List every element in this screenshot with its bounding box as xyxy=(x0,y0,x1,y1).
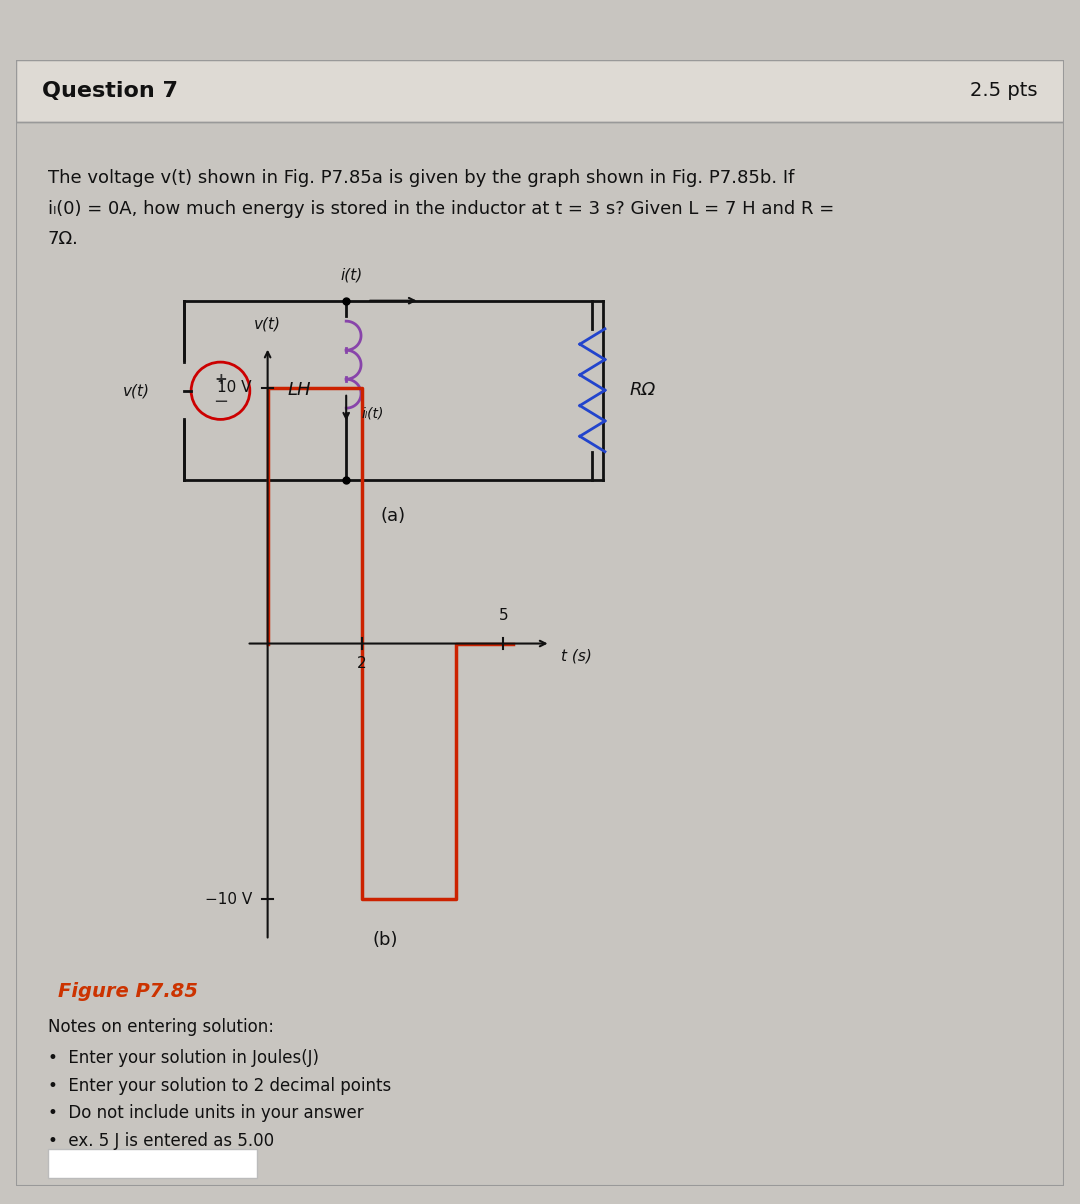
Text: •  Enter your solution in Joules(J): • Enter your solution in Joules(J) xyxy=(48,1049,319,1067)
Text: 2.5 pts: 2.5 pts xyxy=(970,82,1038,100)
Text: 7Ω.: 7Ω. xyxy=(48,230,79,248)
Text: RΩ: RΩ xyxy=(629,382,656,400)
Text: v(t): v(t) xyxy=(254,317,281,331)
Text: i(t): i(t) xyxy=(340,267,363,282)
Text: Figure P7.85: Figure P7.85 xyxy=(58,982,198,1001)
Text: •  Do not include units in your answer: • Do not include units in your answer xyxy=(48,1104,363,1122)
Text: Question 7: Question 7 xyxy=(42,81,178,101)
Text: LH: LH xyxy=(287,382,311,400)
Bar xyxy=(16,60,1064,122)
Text: +: + xyxy=(214,372,227,386)
Text: The voltage v(t) shown in Fig. P7.85a is given by the graph shown in Fig. P7.85b: The voltage v(t) shown in Fig. P7.85a is… xyxy=(48,169,794,187)
Bar xyxy=(48,1149,257,1178)
Text: (b): (b) xyxy=(373,932,399,949)
Text: 5: 5 xyxy=(499,608,509,624)
Text: t (s): t (s) xyxy=(561,649,592,663)
Text: •  ex. 5 J is entered as 5.00: • ex. 5 J is entered as 5.00 xyxy=(48,1132,273,1150)
Text: iₗ(t): iₗ(t) xyxy=(362,406,384,420)
Text: −10 V: −10 V xyxy=(204,892,252,907)
Text: •  Enter your solution to 2 decimal points: • Enter your solution to 2 decimal point… xyxy=(48,1076,391,1094)
Text: v(t): v(t) xyxy=(123,383,150,399)
Text: iₗ(0) = 0A, how much energy is stored in the inductor at t = 3 s? Given L = 7 H : iₗ(0) = 0A, how much energy is stored in… xyxy=(48,200,834,218)
Text: (a): (a) xyxy=(381,507,406,525)
Text: 2: 2 xyxy=(357,656,367,671)
Text: Notes on entering solution:: Notes on entering solution: xyxy=(48,1019,273,1037)
Text: −: − xyxy=(213,393,228,411)
Text: 10 V: 10 V xyxy=(217,380,252,395)
